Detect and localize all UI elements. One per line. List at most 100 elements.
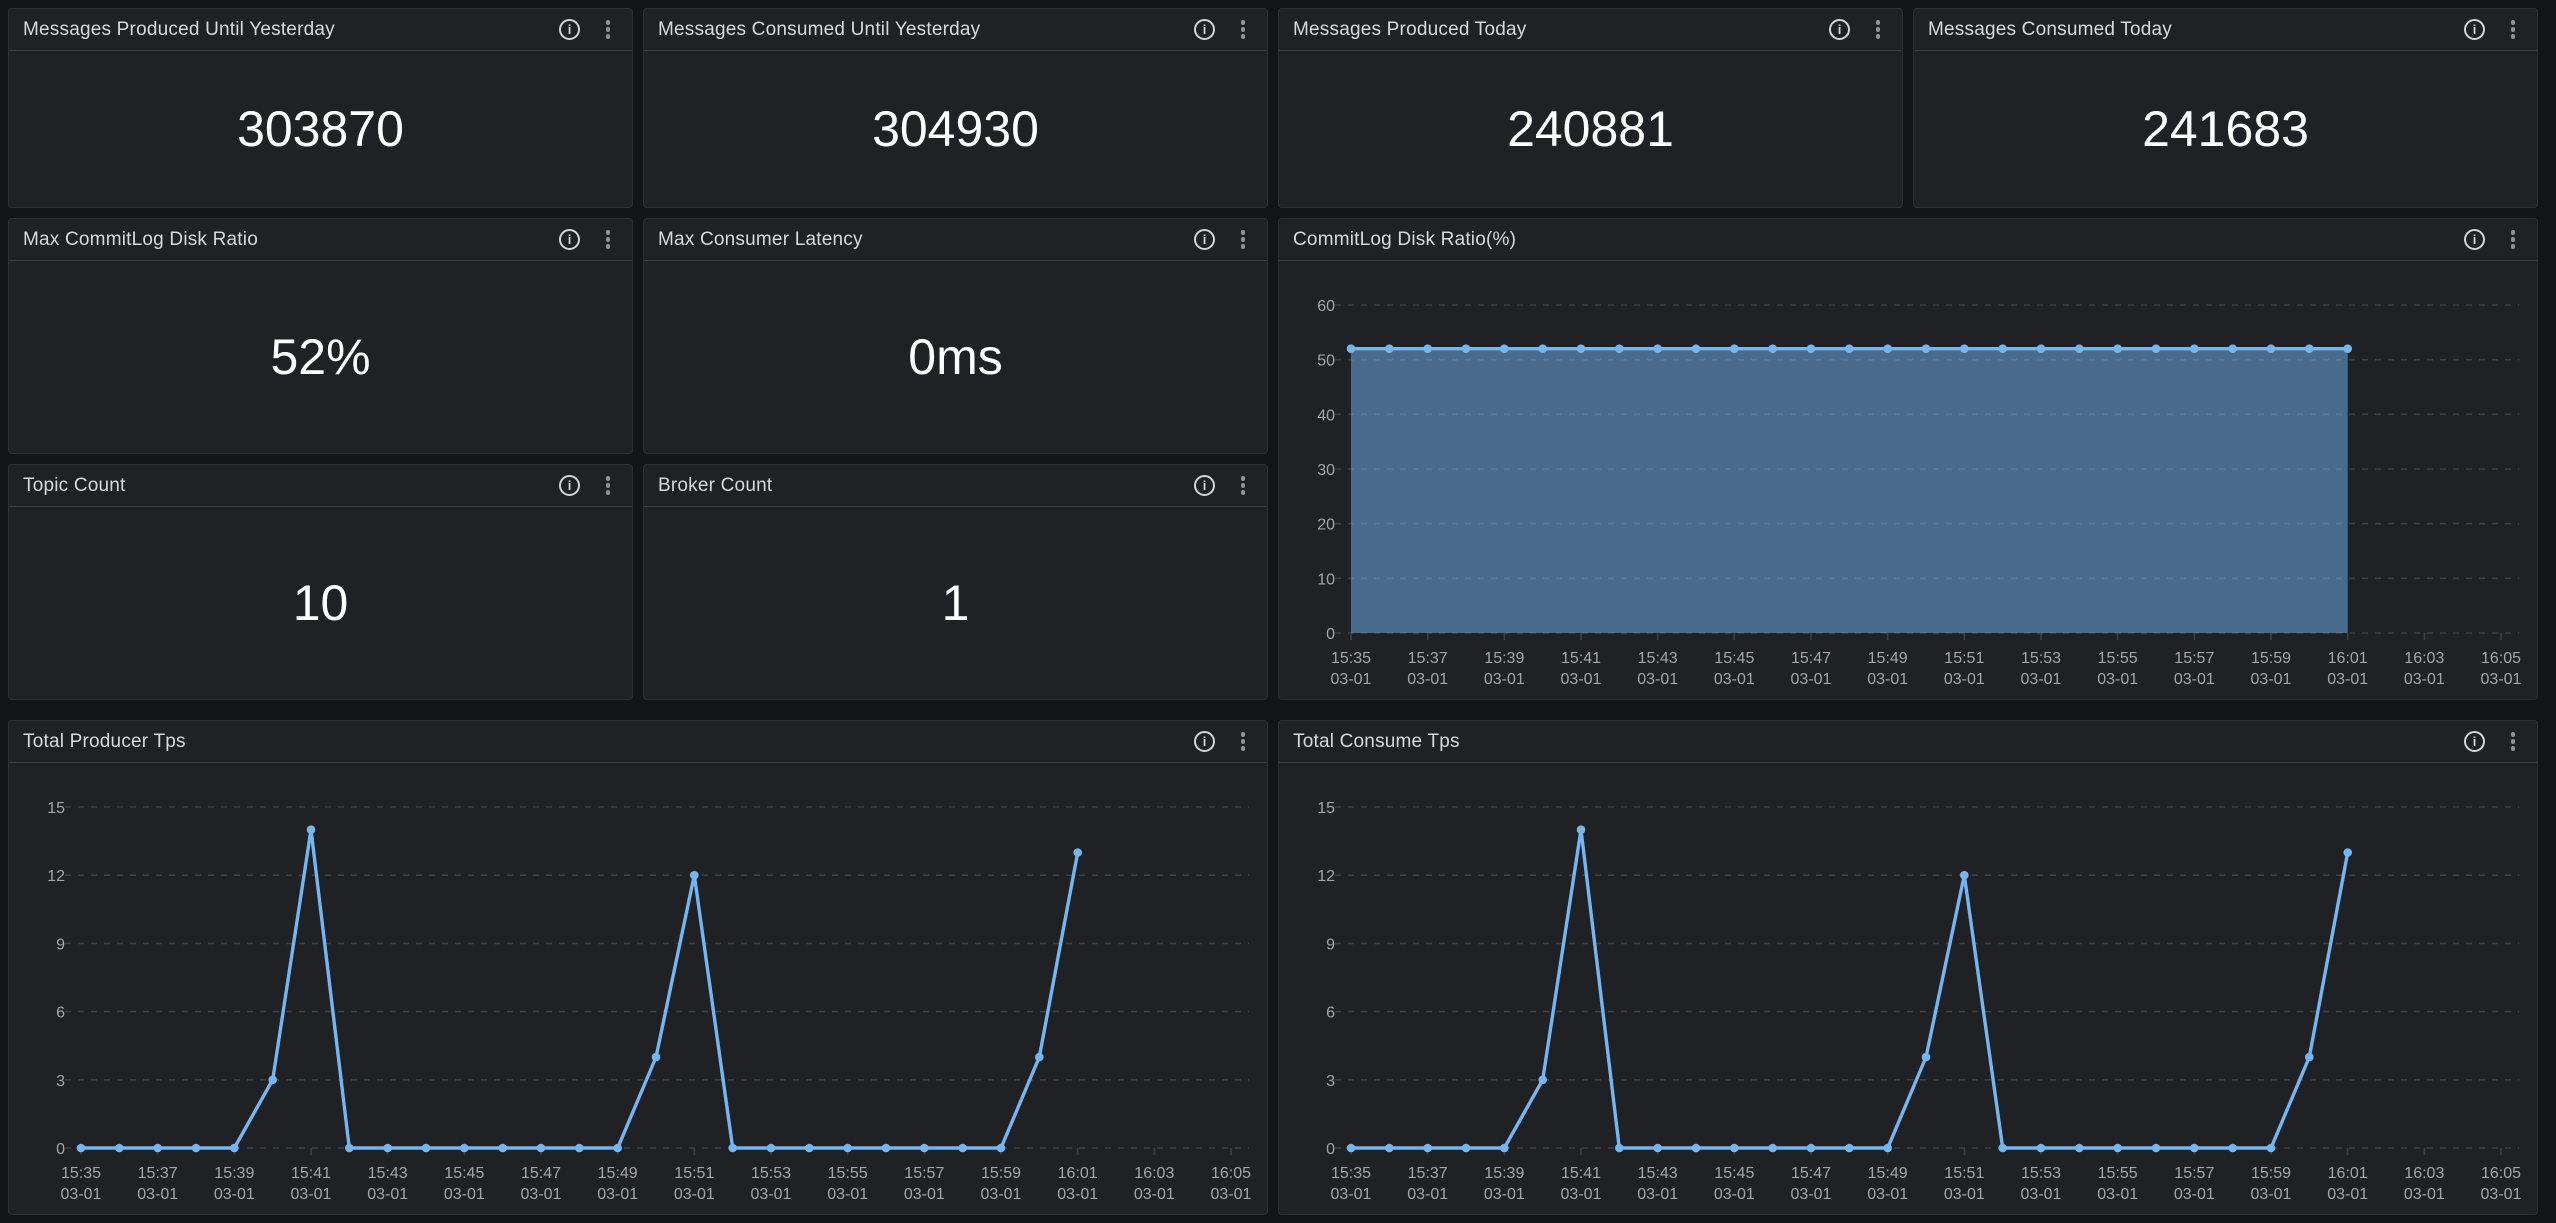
info-icon[interactable] bbox=[2464, 228, 2485, 252]
svg-text:03-01: 03-01 bbox=[444, 1186, 485, 1203]
info-icon[interactable] bbox=[1194, 228, 1215, 252]
info-icon[interactable] bbox=[559, 474, 580, 498]
svg-text:03-01: 03-01 bbox=[1484, 1186, 1525, 1203]
svg-text:15:43: 15:43 bbox=[368, 1165, 408, 1182]
kebab-dots bbox=[1875, 27, 1881, 32]
svg-text:03-01: 03-01 bbox=[1944, 1186, 1985, 1203]
kebab-menu-icon[interactable] bbox=[1233, 18, 1253, 42]
svg-text:15:45: 15:45 bbox=[444, 1165, 484, 1182]
panel-header: Messages Consumed Until Yesterday bbox=[644, 9, 1267, 51]
info-icon[interactable] bbox=[1194, 474, 1215, 498]
svg-text:15: 15 bbox=[1317, 800, 1335, 817]
stat-value: 0ms bbox=[908, 329, 1003, 385]
panel-messages-produced-until-yesterday: Messages Produced Until Yesterday 303870 bbox=[8, 8, 633, 208]
svg-text:15:35: 15:35 bbox=[1331, 650, 1371, 667]
svg-text:15:45: 15:45 bbox=[1714, 650, 1754, 667]
stat-value-container: 303870 bbox=[9, 51, 632, 207]
panel-header-actions bbox=[1194, 18, 1253, 42]
svg-text:15:47: 15:47 bbox=[1791, 650, 1831, 667]
panel-header: Total Producer Tps bbox=[9, 721, 1267, 763]
kebab-dots bbox=[605, 483, 611, 488]
info-icon[interactable] bbox=[1194, 18, 1215, 42]
info-icon[interactable] bbox=[1829, 18, 1850, 42]
svg-text:03-01: 03-01 bbox=[1407, 671, 1448, 688]
panel-messages-consumed-today: Messages Consumed Today 241683 bbox=[1913, 8, 2538, 208]
panel-header-actions bbox=[1194, 730, 1253, 754]
svg-text:15:59: 15:59 bbox=[981, 1165, 1021, 1182]
info-icon[interactable] bbox=[1194, 730, 1215, 754]
panel-header-actions bbox=[559, 18, 618, 42]
panel-messages-produced-today: Messages Produced Today 240881 bbox=[1278, 8, 1903, 208]
kebab-dots bbox=[2510, 739, 2516, 744]
info-icon-glyph bbox=[2464, 229, 2485, 250]
svg-text:03-01: 03-01 bbox=[1944, 671, 1985, 688]
info-icon[interactable] bbox=[2464, 730, 2485, 754]
svg-text:15:59: 15:59 bbox=[2251, 650, 2291, 667]
stat-value: 241683 bbox=[2142, 101, 2309, 157]
panel-header-actions bbox=[2464, 730, 2523, 754]
info-icon-glyph bbox=[1194, 475, 1215, 496]
panel-title: Total Consume Tps bbox=[1293, 730, 1460, 752]
kebab-menu-icon[interactable] bbox=[2503, 18, 2523, 42]
svg-text:6: 6 bbox=[56, 1005, 65, 1022]
svg-text:03-01: 03-01 bbox=[1484, 671, 1525, 688]
svg-text:15:39: 15:39 bbox=[1484, 650, 1524, 667]
svg-text:03-01: 03-01 bbox=[61, 1186, 102, 1203]
panel-topic-count: Topic Count 10 bbox=[8, 464, 633, 700]
kebab-dots bbox=[605, 27, 611, 32]
info-icon-glyph bbox=[559, 229, 580, 250]
kebab-menu-icon[interactable] bbox=[1233, 228, 1253, 252]
svg-text:12: 12 bbox=[1317, 868, 1335, 885]
svg-text:40: 40 bbox=[1317, 407, 1335, 424]
kebab-menu-icon[interactable] bbox=[1233, 730, 1253, 754]
info-icon-glyph bbox=[2464, 19, 2485, 40]
svg-text:50: 50 bbox=[1317, 353, 1335, 370]
svg-text:15:53: 15:53 bbox=[2021, 1165, 2061, 1182]
kebab-menu-icon[interactable] bbox=[598, 474, 618, 498]
svg-text:16:05: 16:05 bbox=[2481, 650, 2521, 667]
svg-text:0: 0 bbox=[1326, 626, 1335, 643]
svg-text:03-01: 03-01 bbox=[827, 1186, 868, 1203]
info-icon[interactable] bbox=[2464, 18, 2485, 42]
svg-text:03-01: 03-01 bbox=[367, 1186, 408, 1203]
kebab-dots bbox=[2510, 27, 2516, 32]
svg-text:03-01: 03-01 bbox=[1134, 1186, 1175, 1203]
kebab-menu-icon[interactable] bbox=[598, 228, 618, 252]
svg-text:15:57: 15:57 bbox=[2174, 1165, 2214, 1182]
svg-text:16:05: 16:05 bbox=[2481, 1165, 2521, 1182]
total-producer-tps-chart[interactable]: 0 3 6 9 12 15 15:35 03-01 15:37 03-01 15:39 03-01 15… bbox=[9, 763, 1267, 1214]
panel-title: Broker Count bbox=[658, 474, 773, 496]
total-consume-tps-chart[interactable]: 0 3 6 9 12 15 15:35 03-01 15:37 03-01 15:39 03-01 15… bbox=[1279, 763, 2537, 1214]
kebab-menu-icon[interactable] bbox=[598, 18, 618, 42]
commitlog-disk-ratio-chart[interactable]: 0 10 20 30 40 50 60 15:35 03-01 15:37 03-01 15:39 03… bbox=[1279, 261, 2537, 699]
kebab-menu-icon[interactable] bbox=[2503, 730, 2523, 754]
svg-text:03-01: 03-01 bbox=[2021, 671, 2062, 688]
svg-text:03-01: 03-01 bbox=[1637, 1186, 1678, 1203]
svg-text:15:51: 15:51 bbox=[1944, 1165, 1984, 1182]
svg-text:16:03: 16:03 bbox=[2404, 1165, 2444, 1182]
svg-text:15:37: 15:37 bbox=[138, 1165, 178, 1182]
panel-header: Max Consumer Latency bbox=[644, 219, 1267, 261]
kebab-menu-icon[interactable] bbox=[1868, 18, 1888, 42]
svg-text:15:55: 15:55 bbox=[828, 1165, 868, 1182]
info-icon[interactable] bbox=[559, 18, 580, 42]
svg-text:15:55: 15:55 bbox=[2098, 650, 2138, 667]
kebab-menu-icon[interactable] bbox=[2503, 228, 2523, 252]
svg-text:15:53: 15:53 bbox=[2021, 650, 2061, 667]
svg-text:03-01: 03-01 bbox=[2251, 671, 2292, 688]
kebab-dots bbox=[1240, 483, 1246, 488]
panel-header-actions bbox=[1194, 228, 1253, 252]
panel-header: Topic Count bbox=[9, 465, 632, 507]
svg-text:15:47: 15:47 bbox=[521, 1165, 561, 1182]
svg-text:03-01: 03-01 bbox=[2174, 1186, 2215, 1203]
svg-text:9: 9 bbox=[56, 936, 65, 953]
panel-max-commitlog-disk-ratio: Max CommitLog Disk Ratio 52% bbox=[8, 218, 633, 454]
panel-header-actions bbox=[559, 474, 618, 498]
svg-text:16:05: 16:05 bbox=[1211, 1165, 1251, 1182]
kebab-dots bbox=[1240, 27, 1246, 32]
stat-value: 303870 bbox=[237, 101, 404, 157]
total-consume-tps-svg: 0 3 6 9 12 15 15:35 03-01 15:37 03-01 15:39 03-01 15… bbox=[1317, 800, 2521, 1203]
info-icon[interactable] bbox=[559, 228, 580, 252]
kebab-menu-icon[interactable] bbox=[1233, 474, 1253, 498]
svg-text:3: 3 bbox=[56, 1073, 65, 1090]
